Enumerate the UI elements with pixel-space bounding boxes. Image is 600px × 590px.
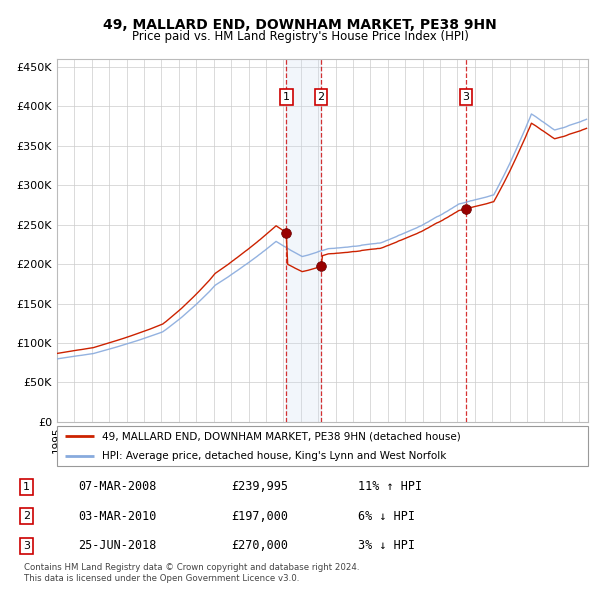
Text: 1: 1 xyxy=(283,92,290,102)
Text: 3: 3 xyxy=(23,541,30,550)
Text: £270,000: £270,000 xyxy=(231,539,288,552)
Text: Price paid vs. HM Land Registry's House Price Index (HPI): Price paid vs. HM Land Registry's House … xyxy=(131,30,469,43)
FancyBboxPatch shape xyxy=(57,426,588,466)
Text: 2: 2 xyxy=(23,512,30,521)
Text: 3% ↓ HPI: 3% ↓ HPI xyxy=(358,539,415,552)
Text: £239,995: £239,995 xyxy=(231,480,288,493)
Text: HPI: Average price, detached house, King's Lynn and West Norfolk: HPI: Average price, detached house, King… xyxy=(102,451,446,461)
Text: 49, MALLARD END, DOWNHAM MARKET, PE38 9HN: 49, MALLARD END, DOWNHAM MARKET, PE38 9H… xyxy=(103,18,497,32)
Bar xyxy=(286,59,321,422)
Text: 1: 1 xyxy=(23,482,30,491)
Text: £197,000: £197,000 xyxy=(231,510,288,523)
Text: 11% ↑ HPI: 11% ↑ HPI xyxy=(358,480,422,493)
Text: 49, MALLARD END, DOWNHAM MARKET, PE38 9HN (detached house): 49, MALLARD END, DOWNHAM MARKET, PE38 9H… xyxy=(102,431,461,441)
Text: 2: 2 xyxy=(317,92,325,102)
Text: Contains HM Land Registry data © Crown copyright and database right 2024.
This d: Contains HM Land Registry data © Crown c… xyxy=(24,563,359,583)
Text: 6% ↓ HPI: 6% ↓ HPI xyxy=(358,510,415,523)
Text: 07-MAR-2008: 07-MAR-2008 xyxy=(78,480,157,493)
Text: 25-JUN-2018: 25-JUN-2018 xyxy=(78,539,157,552)
Text: 03-MAR-2010: 03-MAR-2010 xyxy=(78,510,157,523)
Text: 3: 3 xyxy=(462,92,469,102)
